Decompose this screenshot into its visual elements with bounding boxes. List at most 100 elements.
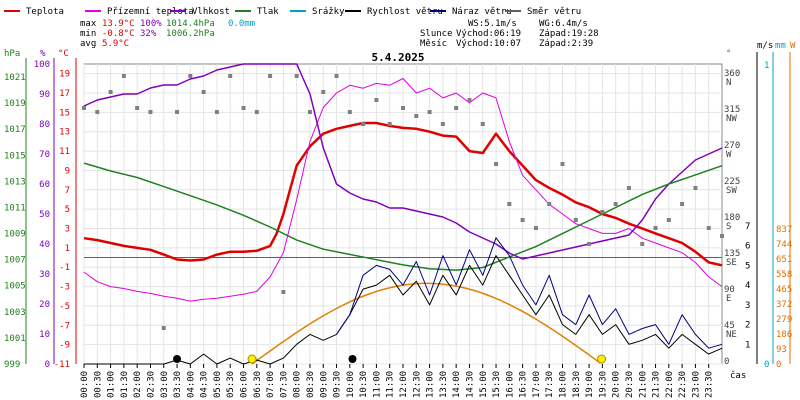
wind-dir-point bbox=[507, 202, 512, 206]
wind-dir-point bbox=[640, 242, 645, 246]
tick-dir: 180 bbox=[724, 213, 740, 223]
tick-degc: -3 bbox=[59, 283, 70, 293]
tick-ms: 4 bbox=[745, 281, 750, 291]
tick-hpa: 1011 bbox=[4, 203, 26, 213]
stat-max-hum: 100% bbox=[140, 19, 162, 29]
tick-dir: 225 bbox=[724, 177, 740, 187]
wind-dir-point bbox=[480, 122, 485, 126]
stats-panel: max 13.9°C 100% 1014.4hPa 0.0mm min -0.8… bbox=[80, 19, 599, 49]
stat-sun-rise: Východ:06:19 bbox=[456, 29, 521, 39]
tick-dir-label: SW bbox=[726, 186, 737, 196]
wind-dir-point bbox=[214, 110, 219, 114]
stat-moon-set: Západ:2:39 bbox=[539, 39, 593, 49]
tick-x: 05:00 bbox=[213, 371, 223, 398]
tick-x: 04:30 bbox=[200, 371, 210, 398]
series-vlhkost bbox=[83, 63, 723, 260]
wind-dir-point bbox=[347, 110, 352, 114]
wind-dir-point bbox=[188, 74, 193, 78]
tick-degc: 5 bbox=[65, 205, 70, 215]
tick-w: 93 bbox=[776, 345, 787, 355]
tick-x: 10:00 bbox=[346, 371, 356, 398]
tick-x: 08:00 bbox=[293, 371, 303, 398]
wind-dir-point bbox=[401, 106, 405, 110]
tick-w: 0 bbox=[776, 360, 781, 370]
wind-dir-point bbox=[600, 210, 605, 214]
wind-dir-point bbox=[254, 110, 259, 114]
tick-x: 01:00 bbox=[107, 371, 117, 398]
tick-x: 14:30 bbox=[465, 371, 475, 398]
series-náraz-větru bbox=[336, 237, 723, 349]
stat-sun-label: Slunce bbox=[420, 29, 453, 39]
tick-degc: -7 bbox=[59, 321, 70, 331]
tick-degc: 13 bbox=[59, 128, 70, 138]
tick-x: 20:30 bbox=[625, 371, 635, 398]
tick-hpa: 1021 bbox=[4, 73, 26, 83]
wind-dir-point bbox=[268, 74, 273, 78]
wind-dir-point bbox=[494, 162, 499, 166]
tick-w: 465 bbox=[776, 285, 792, 295]
tick-hpa: 1019 bbox=[4, 99, 26, 109]
wind-dir-point bbox=[440, 122, 445, 126]
tick-dir-label: E bbox=[726, 294, 731, 304]
tick-hpa: 1001 bbox=[4, 334, 26, 344]
wind-dir-point bbox=[175, 110, 180, 114]
tick-x: 16:00 bbox=[505, 371, 515, 398]
tick-dir: 90 bbox=[724, 285, 735, 295]
tick-x: 11:00 bbox=[372, 371, 382, 398]
tick-pct: 80 bbox=[39, 120, 50, 130]
tick-ms: 7 bbox=[745, 222, 750, 232]
tick-pct: 30 bbox=[39, 270, 50, 280]
tick-hpa: 1003 bbox=[4, 308, 26, 318]
tick-x: 11:30 bbox=[386, 371, 396, 398]
stat-avg-temp: 5.9°C bbox=[102, 39, 129, 49]
legend-label: Přízemní teplota bbox=[107, 7, 194, 17]
stat-wg: WG:6.4m/s bbox=[539, 19, 588, 29]
wind-dir-point bbox=[281, 290, 286, 294]
wind-dir-point bbox=[95, 110, 100, 114]
tick-pct: 0 bbox=[45, 360, 50, 370]
tick-pct: 70 bbox=[39, 150, 50, 160]
wind-dir-point bbox=[121, 74, 126, 78]
tick-dir: 45 bbox=[724, 321, 735, 331]
tick-x: 08:30 bbox=[306, 371, 316, 398]
wind-dir-point bbox=[161, 326, 166, 330]
tick-degc: 9 bbox=[65, 166, 70, 176]
tick-x: 06:30 bbox=[253, 371, 263, 398]
tick-dir-label: SE bbox=[726, 258, 737, 268]
wind-dir-point bbox=[201, 90, 206, 94]
tick-dir: 315 bbox=[724, 105, 740, 115]
wind-dir-point bbox=[294, 74, 299, 78]
tick-x: 12:00 bbox=[399, 371, 409, 398]
wind-dir-point bbox=[720, 234, 724, 238]
tick-degc: 11 bbox=[59, 147, 70, 157]
tick-w: 558 bbox=[776, 270, 792, 280]
tick-w: 837 bbox=[776, 225, 792, 235]
wind-dir-point bbox=[693, 186, 698, 190]
tick-w: 744 bbox=[776, 240, 792, 250]
tick-dir-label: NE bbox=[726, 330, 737, 340]
unit-deg: ° bbox=[726, 49, 731, 59]
tick-x: 09:00 bbox=[319, 371, 329, 398]
tick-x: 21:30 bbox=[652, 371, 662, 398]
tick-x: 22:00 bbox=[665, 371, 675, 398]
tick-degc: 7 bbox=[65, 186, 70, 196]
tick-pct: 20 bbox=[39, 300, 50, 310]
rain-marker bbox=[348, 355, 357, 363]
sun-marker bbox=[597, 354, 607, 364]
wind-dir-point bbox=[560, 162, 565, 166]
wind-dir-point bbox=[108, 90, 113, 94]
wind-dir-point bbox=[520, 218, 525, 222]
stat-max-label: max bbox=[80, 19, 97, 29]
tick-x: 19:00 bbox=[585, 371, 595, 398]
tick-x: 19:30 bbox=[598, 371, 608, 398]
wind-dir-point bbox=[653, 226, 658, 230]
wind-dir-point bbox=[706, 226, 711, 230]
tick-x: 15:00 bbox=[479, 371, 489, 398]
sun-marker bbox=[247, 354, 257, 364]
stat-max-press: 1014.4hPa bbox=[166, 19, 215, 29]
tick-dir-label: S bbox=[726, 222, 731, 232]
wind-dir-point bbox=[427, 110, 432, 114]
unit-mm: mm bbox=[775, 41, 786, 51]
tick-hpa: 1017 bbox=[4, 125, 26, 135]
